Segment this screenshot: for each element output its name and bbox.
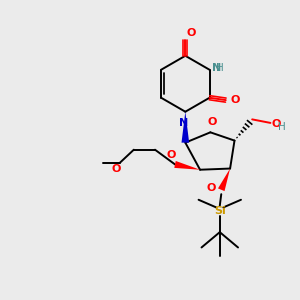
Text: O: O — [207, 183, 216, 193]
Text: O: O — [272, 119, 281, 129]
Text: O: O — [167, 150, 176, 160]
Text: Si: Si — [214, 206, 226, 216]
Text: O: O — [187, 28, 196, 38]
Text: N: N — [212, 63, 221, 73]
Text: H: H — [216, 63, 224, 73]
Text: O: O — [207, 117, 217, 127]
Text: N: N — [179, 118, 188, 128]
Polygon shape — [218, 169, 230, 191]
Polygon shape — [174, 161, 200, 170]
Text: O: O — [230, 95, 239, 105]
Polygon shape — [182, 112, 189, 142]
Text: O: O — [112, 164, 121, 174]
Text: H: H — [278, 122, 286, 132]
